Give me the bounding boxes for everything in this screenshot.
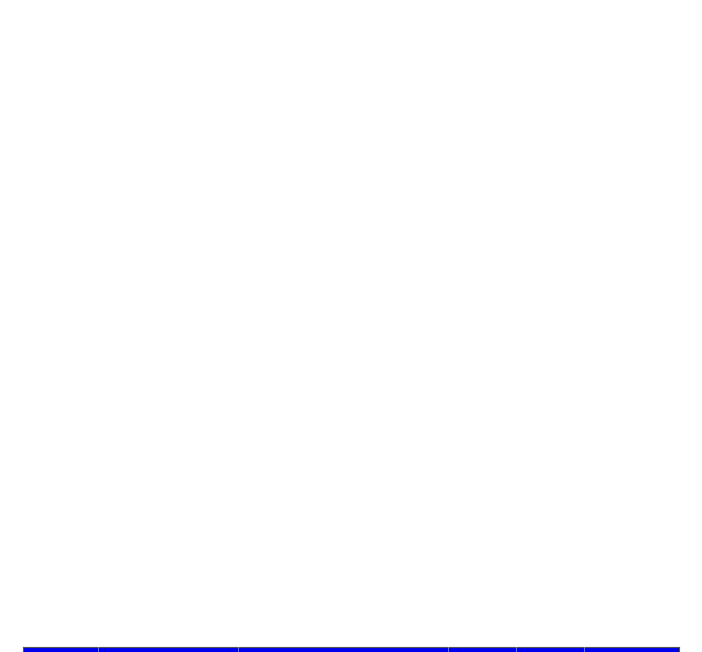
Bar <box>23 647 98 652</box>
Bar <box>584 647 679 652</box>
Bar <box>98 647 238 652</box>
Bar <box>238 647 448 652</box>
Bar <box>516 647 584 652</box>
Bar <box>448 647 516 652</box>
